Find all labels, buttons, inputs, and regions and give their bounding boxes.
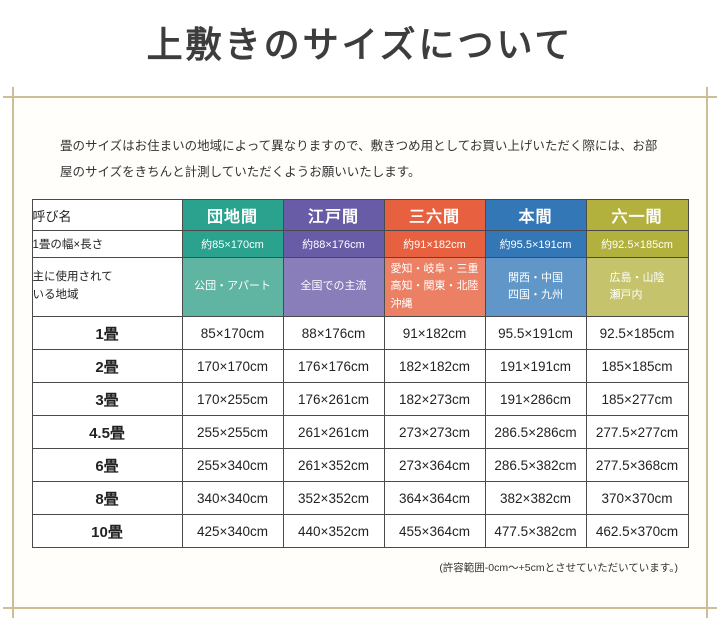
region-cell: 広島・山陰 瀬戸内 — [585, 257, 689, 318]
corner-cell: 呼び名 — [31, 199, 183, 232]
size-cell: 286.5×286cm — [484, 415, 587, 450]
size-cell: 255×340cm — [181, 448, 284, 483]
size-row-label: 4.5畳 — [31, 415, 183, 450]
size-row-label: 2畳 — [31, 349, 183, 384]
size-row: 3畳 170×255cm 176×261cm 182×273cm 191×286… — [31, 382, 689, 417]
tatami-size-table: 呼び名 団地間 江戸間 三六間 本間 六一間 1畳の幅×長さ 約85×170cm… — [31, 199, 689, 549]
width-cell: 約92.5×185cm — [585, 230, 689, 259]
size-cell: 370×370cm — [585, 481, 689, 516]
size-row: 10畳 425×340cm 440×352cm 455×364cm 477.5×… — [31, 514, 689, 549]
width-cell: 約95.5×191cm — [484, 230, 587, 259]
size-cell: 364×364cm — [383, 481, 486, 516]
size-cell: 88×176cm — [282, 316, 385, 351]
size-row: 4.5畳 255×255cm 261×261cm 273×273cm 286.5… — [31, 415, 689, 450]
tolerance-note: (許容範囲-0cm〜+5cmとさせていただいています。) — [439, 562, 678, 575]
size-cell: 261×352cm — [282, 448, 385, 483]
region-row: 主に使用されて いる地域 公団・アパート 全国での主流 愛知・岐阜・三重 高知・… — [31, 257, 689, 318]
size-cell: 440×352cm — [282, 514, 385, 549]
size-cell: 85×170cm — [181, 316, 284, 351]
width-cell: 約91×182cm — [383, 230, 486, 259]
width-row: 1畳の幅×長さ 約85×170cm 約88×176cm 約91×182cm 約9… — [31, 230, 689, 259]
column-header-rokuichima: 六一間 — [585, 199, 689, 232]
size-cell: 191×191cm — [484, 349, 587, 384]
size-row-label: 3畳 — [31, 382, 183, 417]
width-row-label: 1畳の幅×長さ — [31, 230, 183, 259]
size-cell: 185×185cm — [585, 349, 689, 384]
size-cell: 255×255cm — [181, 415, 284, 450]
size-cell: 92.5×185cm — [585, 316, 689, 351]
size-cell: 286.5×382cm — [484, 448, 587, 483]
size-cell: 477.5×382cm — [484, 514, 587, 549]
size-cell: 170×170cm — [181, 349, 284, 384]
width-cell: 約85×170cm — [181, 230, 284, 259]
size-row-label: 6畳 — [31, 448, 183, 483]
column-header-edoma: 江戸間 — [282, 199, 385, 232]
size-cell: 352×352cm — [282, 481, 385, 516]
region-row-label: 主に使用されて いる地域 — [31, 257, 183, 318]
content-frame: 畳のサイズはお住まいの地域によって異なりますので、敷きつめ用としてお買い上げいた… — [3, 87, 717, 618]
region-cell: 公団・アパート — [181, 257, 284, 318]
size-cell: 91×182cm — [383, 316, 486, 351]
size-cell: 261×261cm — [282, 415, 385, 450]
size-cell: 382×382cm — [484, 481, 587, 516]
size-cell: 425×340cm — [181, 514, 284, 549]
width-cell: 約88×176cm — [282, 230, 385, 259]
page-title: 上敷きのサイズについて — [146, 25, 574, 65]
size-cell: 170×255cm — [181, 382, 284, 417]
size-cell: 455×364cm — [383, 514, 486, 549]
size-cell: 191×286cm — [484, 382, 587, 417]
size-cell: 95.5×191cm — [484, 316, 587, 351]
size-row-label: 8畳 — [31, 481, 183, 516]
region-cell: 愛知・岐阜・三重 高知・関東・北陸 沖縄 — [383, 257, 486, 318]
size-cell: 273×364cm — [383, 448, 486, 483]
size-row: 2畳 170×170cm 176×176cm 182×182cm 191×191… — [31, 349, 689, 384]
size-cell: 182×273cm — [383, 382, 486, 417]
size-cell: 462.5×370cm — [585, 514, 689, 549]
size-row: 6畳 255×340cm 261×352cm 273×364cm 286.5×3… — [31, 448, 689, 483]
size-cell: 185×277cm — [585, 382, 689, 417]
size-row: 8畳 340×340cm 352×352cm 364×364cm 382×382… — [31, 481, 689, 516]
size-cell: 277.5×368cm — [585, 448, 689, 483]
size-row: 1畳 85×170cm 88×176cm 91×182cm 95.5×191cm… — [31, 316, 689, 351]
size-cell: 273×273cm — [383, 415, 486, 450]
size-cell: 340×340cm — [181, 481, 284, 516]
column-header-sanrokuma: 三六間 — [383, 199, 486, 232]
size-row-label: 10畳 — [31, 514, 183, 549]
description-text: 畳のサイズはお住まいの地域によって異なりますので、敷きつめ用としてお買い上げいた… — [60, 139, 658, 179]
size-cell: 176×176cm — [282, 349, 385, 384]
region-cell: 全国での主流 — [282, 257, 385, 318]
size-row-label: 1畳 — [31, 316, 183, 351]
size-cell: 182×182cm — [383, 349, 486, 384]
column-header-danchima: 団地間 — [181, 199, 284, 232]
size-cell: 277.5×277cm — [585, 415, 689, 450]
region-cell: 関西・中国 四国・九州 — [484, 257, 587, 318]
table-header-row: 呼び名 団地間 江戸間 三六間 本間 六一間 — [31, 199, 689, 232]
size-cell: 176×261cm — [282, 382, 385, 417]
column-header-honma: 本間 — [484, 199, 587, 232]
